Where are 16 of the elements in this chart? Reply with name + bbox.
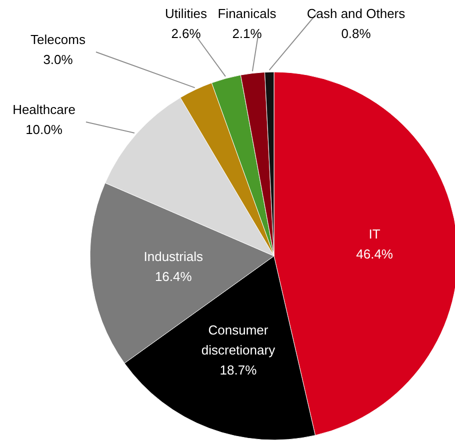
data-label: 18.7% — [220, 362, 258, 378]
data-label: 16.4% — [154, 268, 192, 284]
slice-label: Consumer discretionary — [201, 322, 276, 358]
slice-label: Utilities — [165, 6, 208, 21]
data-label: 10.0% — [26, 122, 63, 137]
slice-label: Cash and Others — [306, 6, 406, 21]
data-label: 46.4% — [356, 246, 394, 262]
data-label: 2.6% — [171, 26, 202, 41]
slice-label: Finanicals — [218, 6, 277, 21]
data-label: 2.1% — [232, 26, 262, 41]
slice-label: Industrials — [144, 248, 204, 264]
slice-label: Telecoms — [30, 32, 86, 47]
data-label: 3.0% — [43, 52, 74, 67]
slice-label: Healthcare — [12, 102, 76, 117]
slice-label: IT — [368, 226, 380, 242]
data-label: 0.8% — [341, 26, 372, 41]
